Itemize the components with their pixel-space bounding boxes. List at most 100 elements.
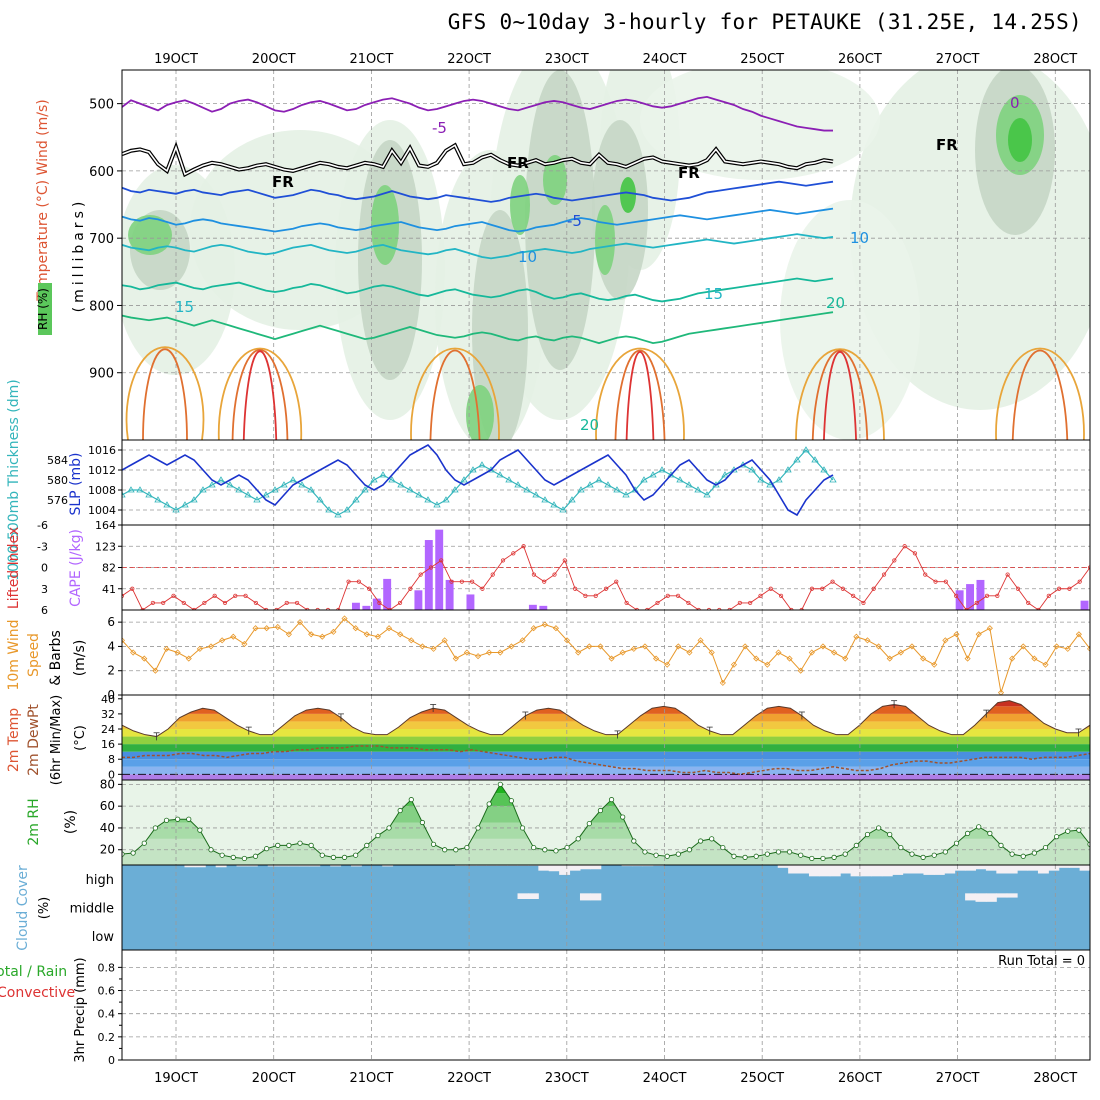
contour-label: 20 [580, 416, 599, 434]
wind-barb [217, 349, 233, 361]
wind-barb-flag [307, 116, 314, 123]
wind-speed-point [152, 667, 159, 674]
wind-barb-staff [865, 653, 879, 654]
y-tick-label: 900 [89, 367, 114, 382]
y-tick-label-slp: 1004 [88, 504, 116, 517]
li-point [820, 586, 825, 591]
wind-barb-staff [762, 205, 773, 210]
thickness-point [442, 496, 450, 503]
cloud-gap-high [621, 865, 633, 867]
wind-barb-staff [261, 114, 269, 123]
wind-barb [757, 349, 773, 358]
contour-label: -5 [432, 119, 447, 137]
wind-barb-flag [419, 92, 427, 97]
series-thickness-line [122, 449, 834, 516]
wind-barb [905, 658, 923, 672]
li-point [954, 593, 959, 598]
wind-barb-flag [344, 380, 347, 387]
wind-barb-flag [690, 391, 698, 396]
li-point [974, 600, 979, 606]
thickness-point [694, 486, 702, 493]
cloud-gap-high [985, 865, 997, 871]
cloud-gap-high [933, 865, 945, 875]
li-point [552, 572, 557, 577]
wind-barb-flag [327, 90, 335, 96]
x-tick-label-bottom: 22OCT [447, 1071, 491, 1086]
wind-barb [689, 384, 701, 401]
thickness-point [766, 481, 774, 488]
wind-barb-staff [405, 114, 413, 123]
wind-barb-flag [742, 355, 748, 362]
li-point [181, 600, 186, 606]
cloud-gap-high [642, 865, 654, 867]
wind-speed-point [1075, 631, 1082, 638]
wind-barb-flag [838, 640, 843, 648]
li-point [892, 558, 897, 563]
thickness-point [685, 481, 693, 488]
wind-barb-staff [131, 665, 144, 669]
wind-barb [703, 258, 719, 268]
wind-barb [660, 646, 678, 661]
wind-speed-point [185, 655, 192, 662]
cloud-gap-high [1048, 865, 1060, 871]
wind-speed-point [864, 637, 871, 644]
wind-barb-flag [127, 351, 131, 358]
thickness-point [370, 476, 378, 483]
cloud-gap-high [288, 865, 300, 867]
isotherm-warm-loop [795, 348, 885, 440]
wind-barb [651, 660, 669, 671]
wind-barb-staff [755, 671, 768, 677]
wind-speed-point [452, 655, 459, 662]
wind-barb-staff [763, 295, 773, 301]
li-point [1067, 586, 1072, 591]
wind-speed-point [122, 637, 126, 644]
wind-barb-flag [1072, 653, 1077, 661]
y-tick-label: 800 [89, 299, 114, 314]
wind-barb-flag [896, 641, 901, 649]
li-point [861, 600, 866, 606]
cloud-gap-middle [590, 893, 602, 901]
thickness-point [415, 491, 423, 498]
x-tick-label-bottom: 24OCT [643, 1071, 687, 1086]
wind-barb-flag [685, 359, 692, 366]
cloud-layer-label: middle [70, 902, 114, 917]
y-tick-label: 0.4 [98, 1008, 116, 1021]
wind-barb-flag [199, 83, 205, 91]
rh-point [775, 849, 782, 855]
wind-barb-flag [305, 637, 308, 644]
wind-barb-flag [772, 660, 776, 667]
wind-speed-point [986, 625, 993, 632]
rh-point [887, 831, 893, 838]
cloud-gap-high [1079, 865, 1091, 871]
wind-barb [275, 81, 287, 98]
wind-speed-point [797, 667, 804, 674]
wind-barb-staff [311, 83, 323, 86]
wind-speed-point [508, 643, 515, 650]
rh-point [397, 807, 403, 814]
rh-point [942, 849, 948, 855]
thickness-point [829, 476, 837, 483]
cape-bar [351, 602, 360, 610]
ylabel-li: Lifted Index [6, 527, 22, 609]
cloud-gap-high [184, 865, 196, 868]
y-tick-label: 0.2 [98, 1031, 116, 1044]
wind-barb [126, 658, 144, 669]
wind-speed-point [931, 661, 938, 668]
thickness-point [244, 491, 252, 498]
wind-barb-flag [183, 89, 190, 95]
ylabel-thickness: 1000-500mb Thickness (dm) [6, 379, 22, 580]
rh-point [553, 848, 559, 854]
wind-barb-flag [639, 656, 643, 663]
li-point [562, 558, 567, 563]
wind-barb-flag [115, 658, 120, 666]
wind-barb-flag [451, 116, 458, 123]
rh-shade [543, 155, 567, 205]
wind-barb-staff [172, 386, 179, 395]
rh-point [1009, 851, 1015, 857]
wind-barb [309, 382, 323, 398]
wind-barb-flag [111, 393, 119, 399]
wind-barb [163, 108, 179, 123]
cloud-gap-middle [996, 893, 1008, 898]
wind-barb-staff [657, 295, 665, 303]
